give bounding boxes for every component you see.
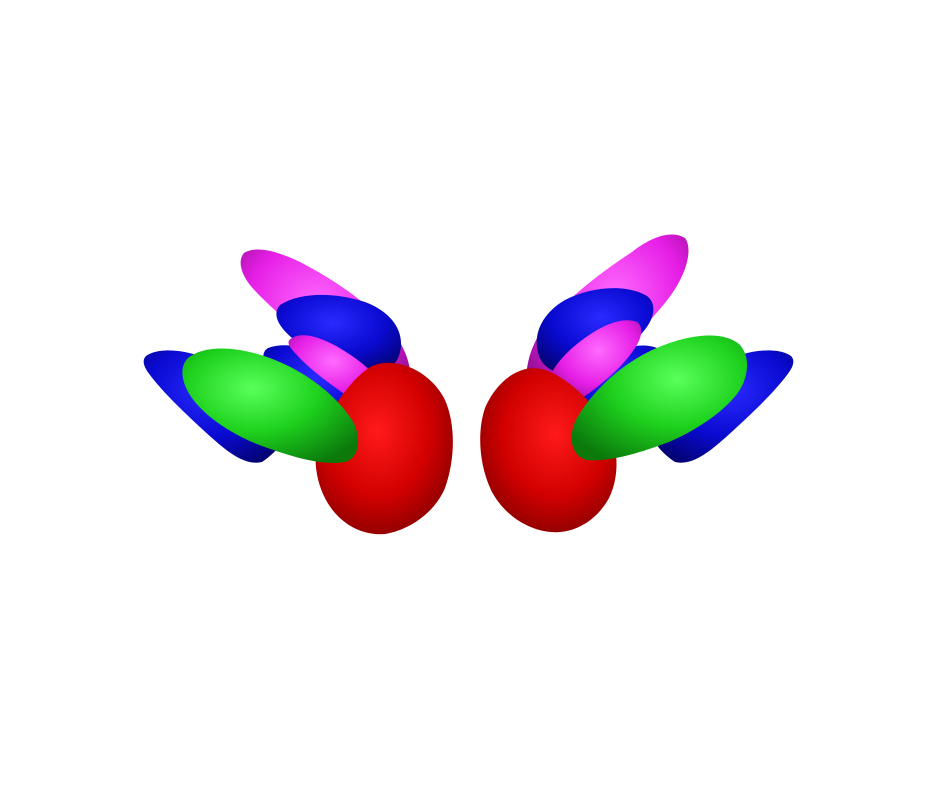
right-hemisphere-structures [480,234,794,533]
left-hemisphere-structures [143,249,453,535]
left-blue-middle [276,294,402,374]
right-green-front [571,335,748,461]
left-green-front [182,348,359,463]
right-red-body [480,368,617,533]
right-blue-middle [536,288,654,374]
left-red-body [315,362,453,535]
